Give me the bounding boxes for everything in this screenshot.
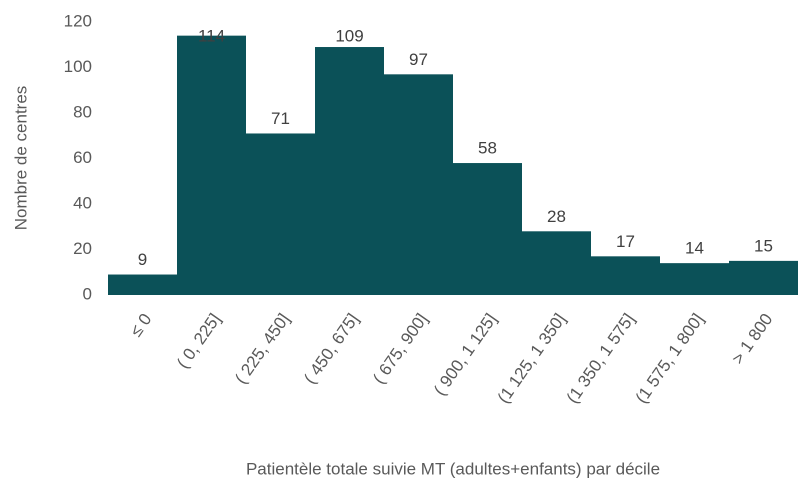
x-tick-label: ( 450, 675] xyxy=(300,310,362,387)
bar xyxy=(108,274,177,295)
value-label: 17 xyxy=(616,232,635,251)
y-tick-label: 60 xyxy=(73,148,92,167)
value-label: 109 xyxy=(335,26,363,45)
y-tick-label: 100 xyxy=(64,57,92,76)
x-axis-title: Patientèle totale suivie MT (adultes+enf… xyxy=(246,459,660,478)
value-label: 114 xyxy=(198,26,225,45)
x-tick-label: ( 900, 1 125] xyxy=(430,310,500,399)
x-tick-label: (1 125, 1 350] xyxy=(494,310,570,407)
x-tick-label: ≤ 0 xyxy=(126,310,155,340)
x-tick-label: ( 675, 900] xyxy=(369,310,431,387)
bar xyxy=(522,231,591,295)
x-tick-label: (1 350, 1 575] xyxy=(563,310,639,407)
y-tick-label: 120 xyxy=(64,11,92,30)
value-label: 28 xyxy=(547,207,566,226)
y-tick-label: 20 xyxy=(73,239,92,258)
value-label: 71 xyxy=(271,109,290,128)
x-tick-label: (1 575, 1 800] xyxy=(632,310,708,407)
x-tick-label: > 1 800 xyxy=(728,310,776,368)
y-tick-label: 40 xyxy=(73,193,92,212)
bar xyxy=(729,260,798,295)
value-label: 15 xyxy=(754,236,773,255)
bar xyxy=(246,133,315,295)
y-tick-label: 80 xyxy=(73,102,92,121)
value-label: 97 xyxy=(409,50,428,69)
bar xyxy=(177,35,246,296)
bar xyxy=(660,263,729,295)
bar xyxy=(384,74,453,295)
y-tick-label: 0 xyxy=(83,284,92,303)
bar xyxy=(315,47,384,296)
value-label: 58 xyxy=(478,139,497,158)
value-label: 9 xyxy=(138,250,147,269)
value-label: 14 xyxy=(685,239,704,258)
x-tick-label: ( 0, 225] xyxy=(173,310,224,372)
y-axis-title: Nombre de centres xyxy=(11,86,30,231)
bar xyxy=(453,163,522,295)
x-tick-label: ( 225, 450] xyxy=(231,310,293,387)
bar xyxy=(591,256,660,295)
